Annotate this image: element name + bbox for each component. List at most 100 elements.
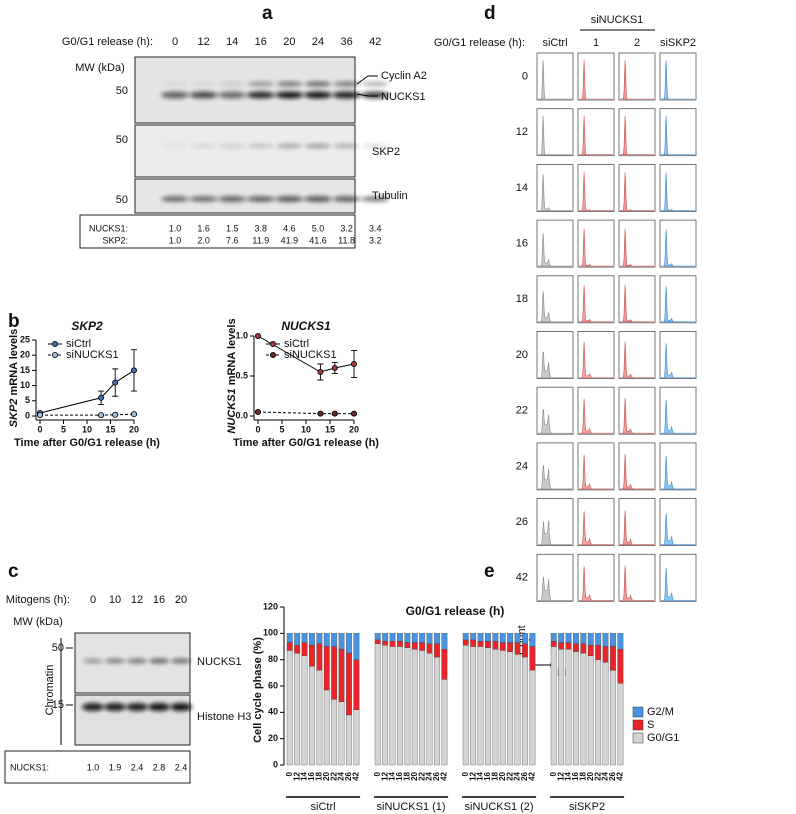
bar-segment	[374, 639, 381, 645]
bar-segment	[374, 643, 381, 766]
band	[105, 658, 125, 664]
x-tick-label: 5	[61, 424, 66, 434]
histogram	[579, 172, 613, 211]
x-tick-label: 24	[513, 771, 522, 780]
bar-segment	[397, 633, 403, 642]
bar-segment	[492, 648, 499, 766]
row-label: 14	[516, 182, 528, 194]
histogram	[620, 398, 654, 434]
bar-segment	[507, 642, 514, 652]
y-tick-label: 0	[25, 410, 30, 420]
data-point	[98, 394, 105, 401]
x-tick-label: 26	[432, 771, 441, 780]
band	[149, 658, 169, 664]
data-point	[112, 379, 119, 386]
group-label: siNUCKS1 (1)	[377, 801, 446, 813]
data-point	[317, 368, 324, 375]
y-tick-label: 20	[20, 350, 30, 360]
histogram	[661, 568, 695, 601]
chart-title: NUCKS1	[281, 319, 331, 333]
quant-label: NUCKS1:	[10, 762, 49, 772]
blot-panel	[134, 178, 356, 214]
quant-value: 7.6	[226, 235, 239, 245]
band-label: NUCKS1	[381, 91, 426, 103]
bar-segment	[294, 652, 301, 766]
quant-value: 3.8	[255, 223, 268, 233]
band	[162, 81, 188, 87]
bar-segment	[389, 641, 396, 647]
row-label: 24	[516, 460, 528, 472]
column-label: 1	[593, 37, 599, 49]
x-tick-label: 14	[564, 771, 573, 780]
timepoint: 0	[172, 36, 178, 48]
x-tick-label: 10	[301, 424, 311, 434]
histogram	[538, 409, 572, 434]
bar-segment	[565, 648, 572, 766]
histogram	[579, 454, 613, 490]
bar-segment	[309, 666, 315, 766]
histogram	[579, 115, 613, 155]
data-point	[350, 360, 357, 367]
x-tick-label: 20	[586, 771, 595, 780]
bar-segment	[294, 633, 301, 646]
bar-segment	[374, 633, 381, 641]
histogram	[579, 511, 613, 545]
band	[362, 81, 389, 87]
quant-value: 1.9	[109, 762, 122, 772]
band	[333, 81, 360, 87]
timepoint: 10	[109, 594, 121, 606]
x-tick-label: 20	[322, 771, 331, 780]
x-tick-label: 16	[395, 771, 404, 780]
band	[189, 196, 218, 202]
quant-value: 1.0	[87, 762, 100, 772]
bar-segment	[610, 670, 616, 766]
x-tick-label: 24	[337, 771, 346, 780]
band	[305, 144, 331, 148]
bar-segment	[346, 652, 352, 716]
x-tick-label: 26	[608, 771, 617, 780]
bar-segment	[346, 714, 352, 766]
bar-segment	[434, 656, 440, 766]
x-tick-label: 20	[349, 424, 359, 434]
bar-segment	[565, 642, 572, 650]
histogram	[579, 398, 613, 434]
blot-panel	[74, 694, 191, 746]
x-tick-label: 42	[351, 771, 360, 780]
timepoint: 24	[312, 36, 324, 48]
data-point	[112, 411, 119, 418]
blot-panel	[134, 56, 356, 124]
bar-segment	[411, 633, 418, 643]
quant-value: 1.6	[197, 223, 210, 233]
x-tick-label: 18	[490, 771, 499, 780]
panel-letter: e	[484, 561, 495, 582]
band	[104, 703, 126, 711]
data-point	[37, 412, 44, 419]
bar-segment	[294, 645, 301, 654]
bar-segment	[470, 633, 477, 641]
bar-segment	[514, 633, 521, 643]
band	[190, 144, 217, 148]
bar-segment	[550, 633, 557, 642]
bar-segment	[404, 633, 411, 643]
mw-label: MW (kDa)	[13, 616, 63, 628]
band	[170, 703, 192, 711]
bar-segment	[462, 639, 469, 646]
quant-value: 11.9	[252, 235, 269, 245]
x-tick-label: 15	[105, 424, 115, 434]
bar-segment	[346, 633, 352, 654]
histogram	[620, 565, 654, 601]
connector	[356, 75, 378, 85]
x-tick-label: 24	[601, 771, 610, 780]
legend-label: siNUCKS1	[66, 349, 119, 361]
y-axis-label: NUCKS1 mRNA levels	[226, 318, 238, 433]
bar-segment	[462, 633, 469, 641]
bar-segment	[389, 633, 396, 642]
bar-segment	[286, 650, 293, 766]
histogram	[538, 174, 572, 211]
timepoint: 16	[153, 594, 165, 606]
bar-segment	[617, 648, 624, 684]
histogram	[620, 60, 654, 100]
quant-value: 1.0	[169, 235, 182, 245]
band	[148, 703, 170, 711]
bar-segment	[323, 633, 330, 647]
